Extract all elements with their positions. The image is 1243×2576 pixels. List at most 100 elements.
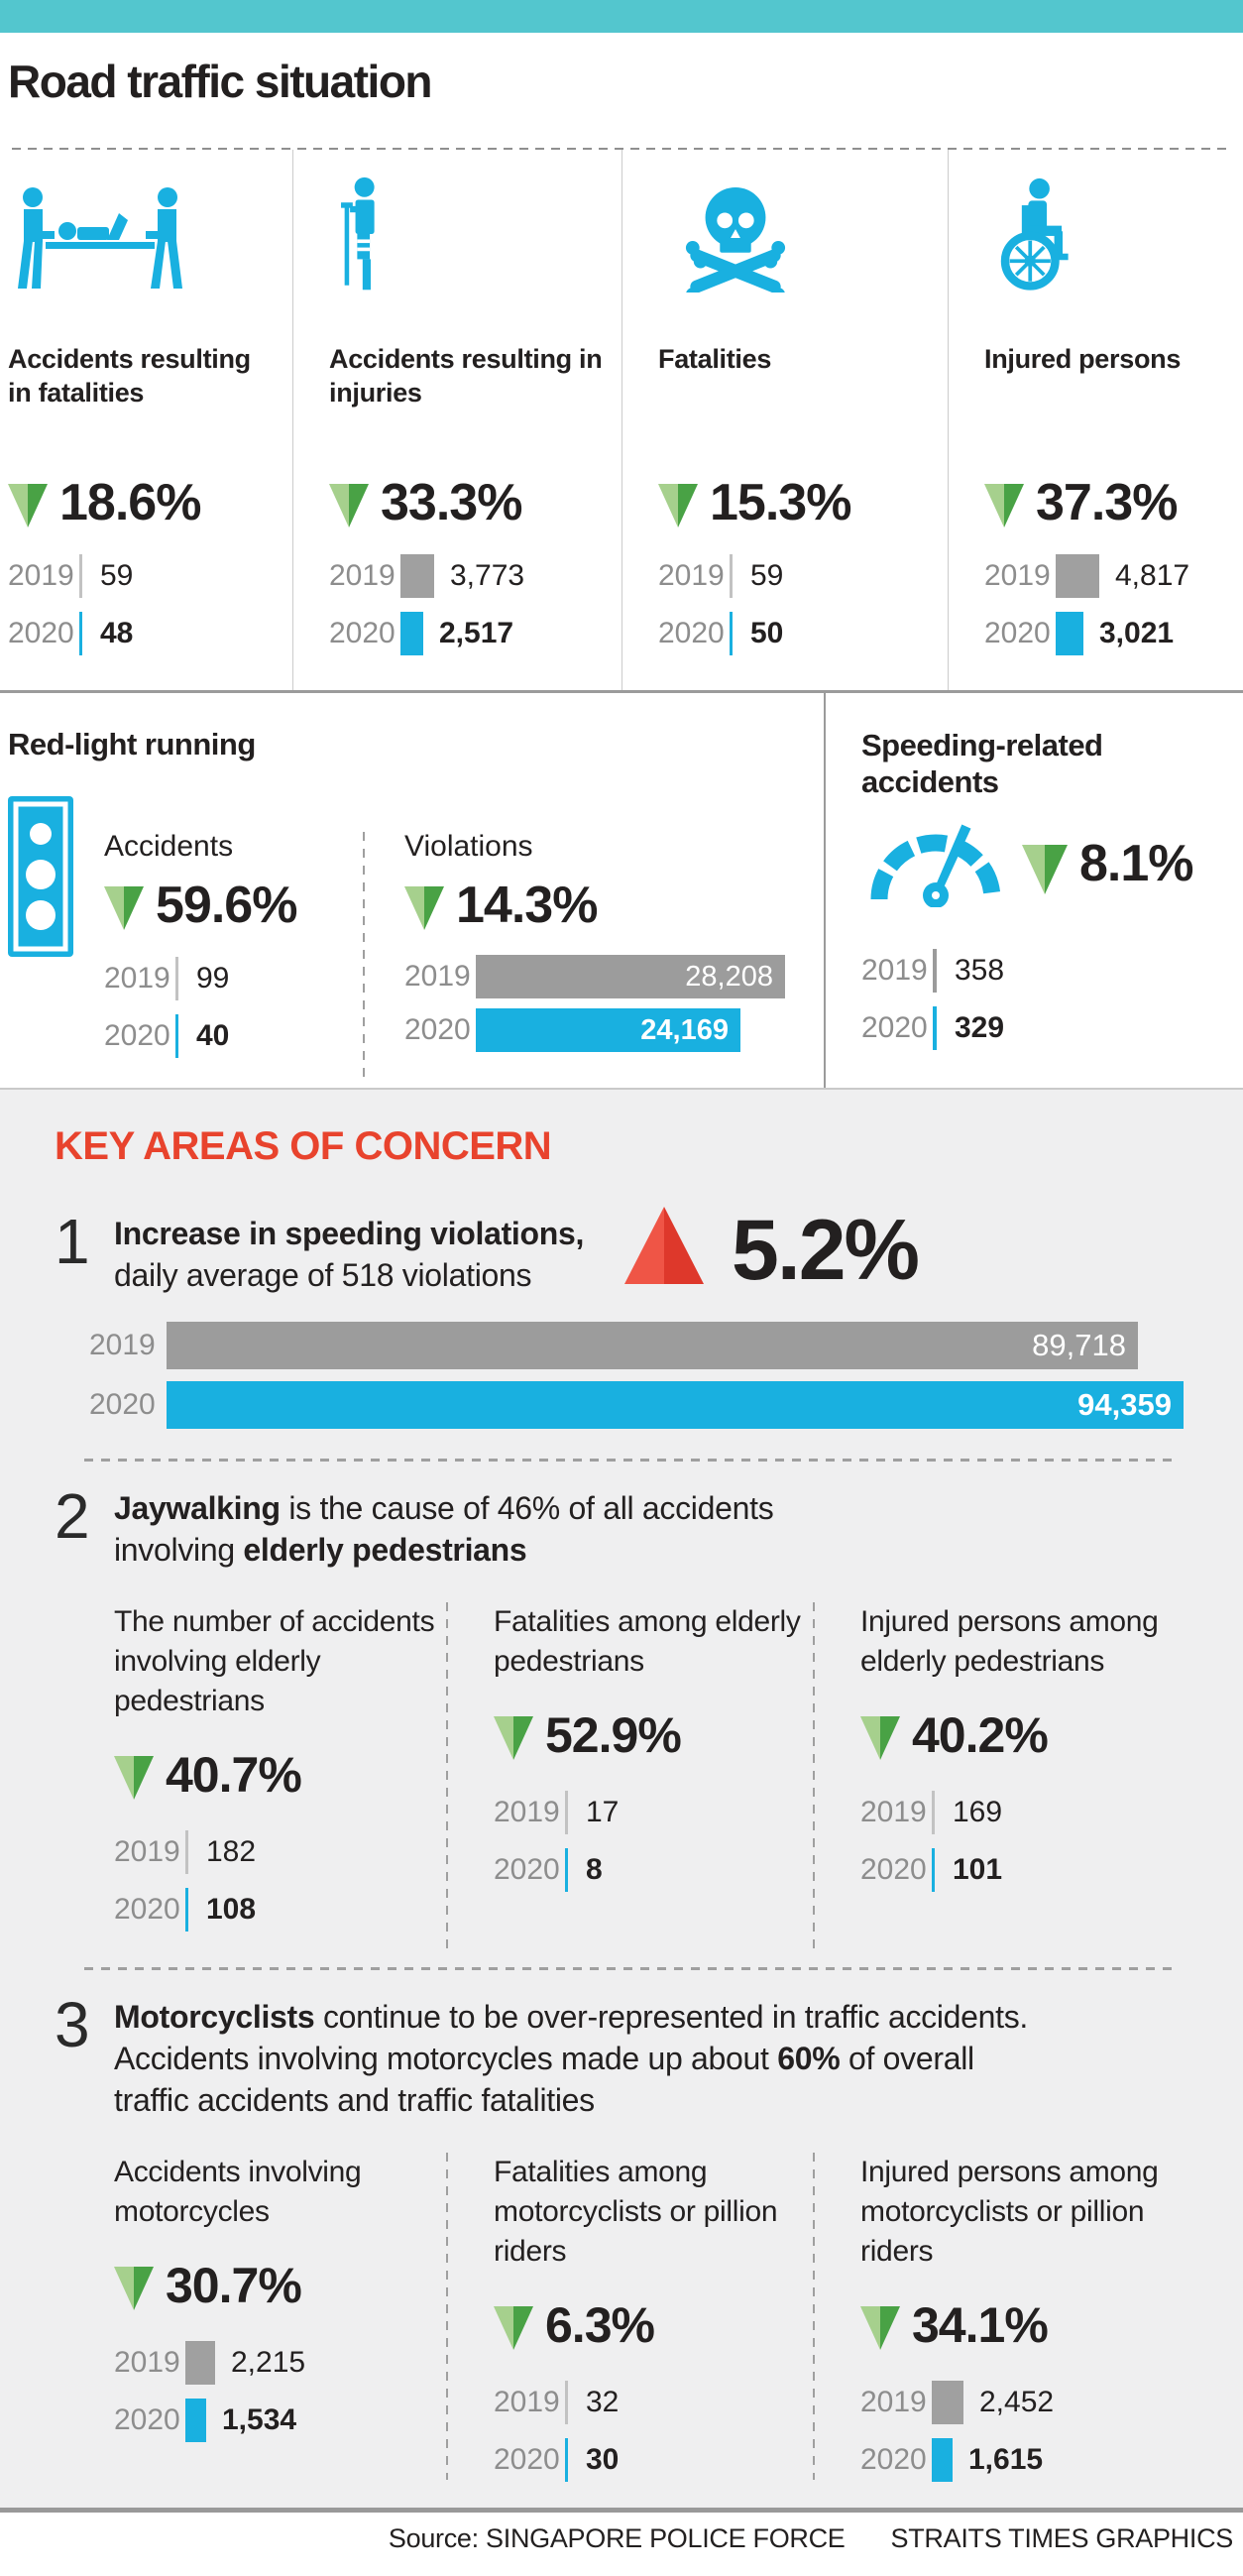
year-label: 2019 <box>658 559 725 592</box>
year-tick <box>185 1888 188 1932</box>
year-label: 2020 <box>860 2443 927 2476</box>
speedometer-icon <box>870 824 1001 907</box>
item-number: 1 <box>55 1206 90 1277</box>
year-label: 2019 <box>8 559 74 592</box>
year-value: 8 <box>586 1853 603 1886</box>
year-tick <box>185 1830 188 1874</box>
mini-bar-2020 <box>185 2399 206 2442</box>
year-tick <box>933 949 937 993</box>
speeding-section: Speeding-related accidents 8.1% 2019 358… <box>826 693 1243 1088</box>
year-row-2019: 2019 32 <box>494 2381 813 2424</box>
stat-label: Fatalities <box>658 344 772 374</box>
year-tick <box>175 1014 178 1058</box>
year-value: 17 <box>586 1796 620 1828</box>
stat-column-accidents-fatalities: Accidents resulting in fatalities 18.6% … <box>0 150 293 690</box>
change-value: 18.6% <box>59 474 201 531</box>
year-label: 2020 <box>114 2403 180 2436</box>
down-triangle-icon <box>404 886 444 930</box>
year-row-2019: 2019 182 <box>114 1830 446 1874</box>
bar-2020: 24,169 <box>476 1008 740 1052</box>
key-areas-heading: KEY AREAS OF CONCERN <box>55 1124 552 1168</box>
year-tick <box>933 1006 937 1050</box>
speeding-violations-bars: 2019 89,718 2020 94,359 <box>89 1322 1184 1429</box>
year-label: 2020 <box>104 1019 170 1052</box>
year-value: 50 <box>750 617 784 649</box>
stat-label: Fatalities among motorcyclists or pillio… <box>494 2156 778 2268</box>
item-text-bold: Increase in speeding violations, <box>114 1216 585 1251</box>
stat-sub-column: Injured persons among elderly pedestrian… <box>815 1602 1184 1955</box>
year-value: 358 <box>955 954 1005 987</box>
year-label: 2020 <box>494 2443 560 2476</box>
year-row-2019: 2019 59 <box>658 554 932 598</box>
change-badge: 33.3% <box>329 475 606 530</box>
down-triangle-icon <box>114 1756 154 1800</box>
item-number: 3 <box>55 1989 90 2060</box>
year-label: 2020 <box>89 1388 156 1421</box>
change-badge: 30.7% <box>114 2258 446 2313</box>
year-label: 2019 <box>860 1796 927 1828</box>
year-value: 32 <box>586 2386 620 2418</box>
violations-label: Violations <box>404 830 533 863</box>
stat-label: Accidents involving motorcycles <box>114 2156 362 2228</box>
change-badge: 14.3% <box>404 878 821 933</box>
year-tick <box>932 1848 935 1892</box>
year-row-2020: 2020 1,615 <box>860 2438 1184 2482</box>
down-triangle-icon <box>494 2306 533 2350</box>
year-value: 2,452 <box>979 2386 1055 2418</box>
mini-bar-2019 <box>1056 554 1099 598</box>
year-label: 2020 <box>658 617 725 649</box>
stat-label: Injured persons <box>984 344 1182 374</box>
year-row-2020: 2020 1,534 <box>114 2399 446 2442</box>
stat-column-injured-persons: Injured persons 37.3% 2019 4,817 2020 3,… <box>949 150 1243 690</box>
year-row-2020: 2020 48 <box>8 612 277 655</box>
key-item-3: 3 Motorcyclists continue to be over-repr… <box>55 1989 1184 2121</box>
elderly-stats-columns: The number of accidents involving elderl… <box>114 1602 1184 1955</box>
year-value: 169 <box>953 1796 1003 1828</box>
change-value: 6.3% <box>545 2297 655 2353</box>
column-divider <box>446 2153 448 2480</box>
year-value: 329 <box>955 1011 1005 1044</box>
top-accent-bar <box>0 0 1243 33</box>
bar-2019: 28,208 <box>476 955 785 998</box>
traffic-light-icon <box>8 796 73 957</box>
title-divider <box>12 148 1231 150</box>
year-value: 3,773 <box>450 559 525 592</box>
year-row-2019: 2019 169 <box>860 1791 1184 1834</box>
item-text-rest: continue to be over-represented in traff… <box>314 1999 1029 2035</box>
wheelchair-icon <box>1000 177 1069 291</box>
bar-2020: 94,359 <box>167 1381 1184 1429</box>
change-value: 37.3% <box>1036 474 1178 531</box>
bar-value: 24,169 <box>640 1013 729 1046</box>
item-text-bold: 60% <box>777 2041 841 2076</box>
year-label: 2019 <box>89 1329 156 1361</box>
year-row-2019: 2019 17 <box>494 1791 813 1834</box>
red-light-violations-block: Violations 14.3% 2019 28,208 2020 24,1 <box>404 830 821 1062</box>
mini-bar-2019 <box>185 2341 215 2385</box>
year-tick <box>730 554 733 598</box>
red-light-accidents-block: Accidents 59.6% 2019 99 2020 40 <box>104 830 352 1072</box>
change-badge: 5.2% <box>624 1207 920 1294</box>
year-label: 2019 <box>984 559 1051 592</box>
speeding-title: Speeding-related accidents <box>861 728 1103 799</box>
year-tick <box>79 554 82 598</box>
bar-value: 28,208 <box>685 960 773 993</box>
mini-bar-2020 <box>932 2438 953 2482</box>
overview-stats-row: Accidents resulting in fatalities 18.6% … <box>0 150 1243 693</box>
item-text-line3: traffic accidents and traffic fatalities <box>114 2082 595 2118</box>
bar-row-2020: 2020 94,359 <box>89 1381 1184 1429</box>
year-row-2020: 2020 8 <box>494 1848 813 1892</box>
year-value: 1,534 <box>222 2403 297 2436</box>
item-text-rest: of overall <box>840 2041 974 2076</box>
bar-row-2019: 2019 89,718 <box>89 1322 1184 1369</box>
year-value: 4,817 <box>1115 559 1190 592</box>
change-badge: 59.6% <box>104 878 352 933</box>
item-text: Motorcyclists continue to be over-repres… <box>114 1996 1028 2121</box>
year-row-2019: 2019 99 <box>104 957 352 1000</box>
stat-sub-column: Accidents involving motorcycles 30.7% 20… <box>114 2153 446 2496</box>
red-light-section: Red-light running Accidents 59.6% 2019 9… <box>0 693 826 1088</box>
item-text: Jaywalking is the cause of 46% of all ac… <box>114 1487 774 1571</box>
up-triangle-icon <box>624 1207 704 1284</box>
stat-column-fatalities: Fatalities 15.3% 2019 59 2020 50 <box>622 150 949 690</box>
column-divider <box>363 832 365 1078</box>
year-tick <box>932 1791 935 1834</box>
